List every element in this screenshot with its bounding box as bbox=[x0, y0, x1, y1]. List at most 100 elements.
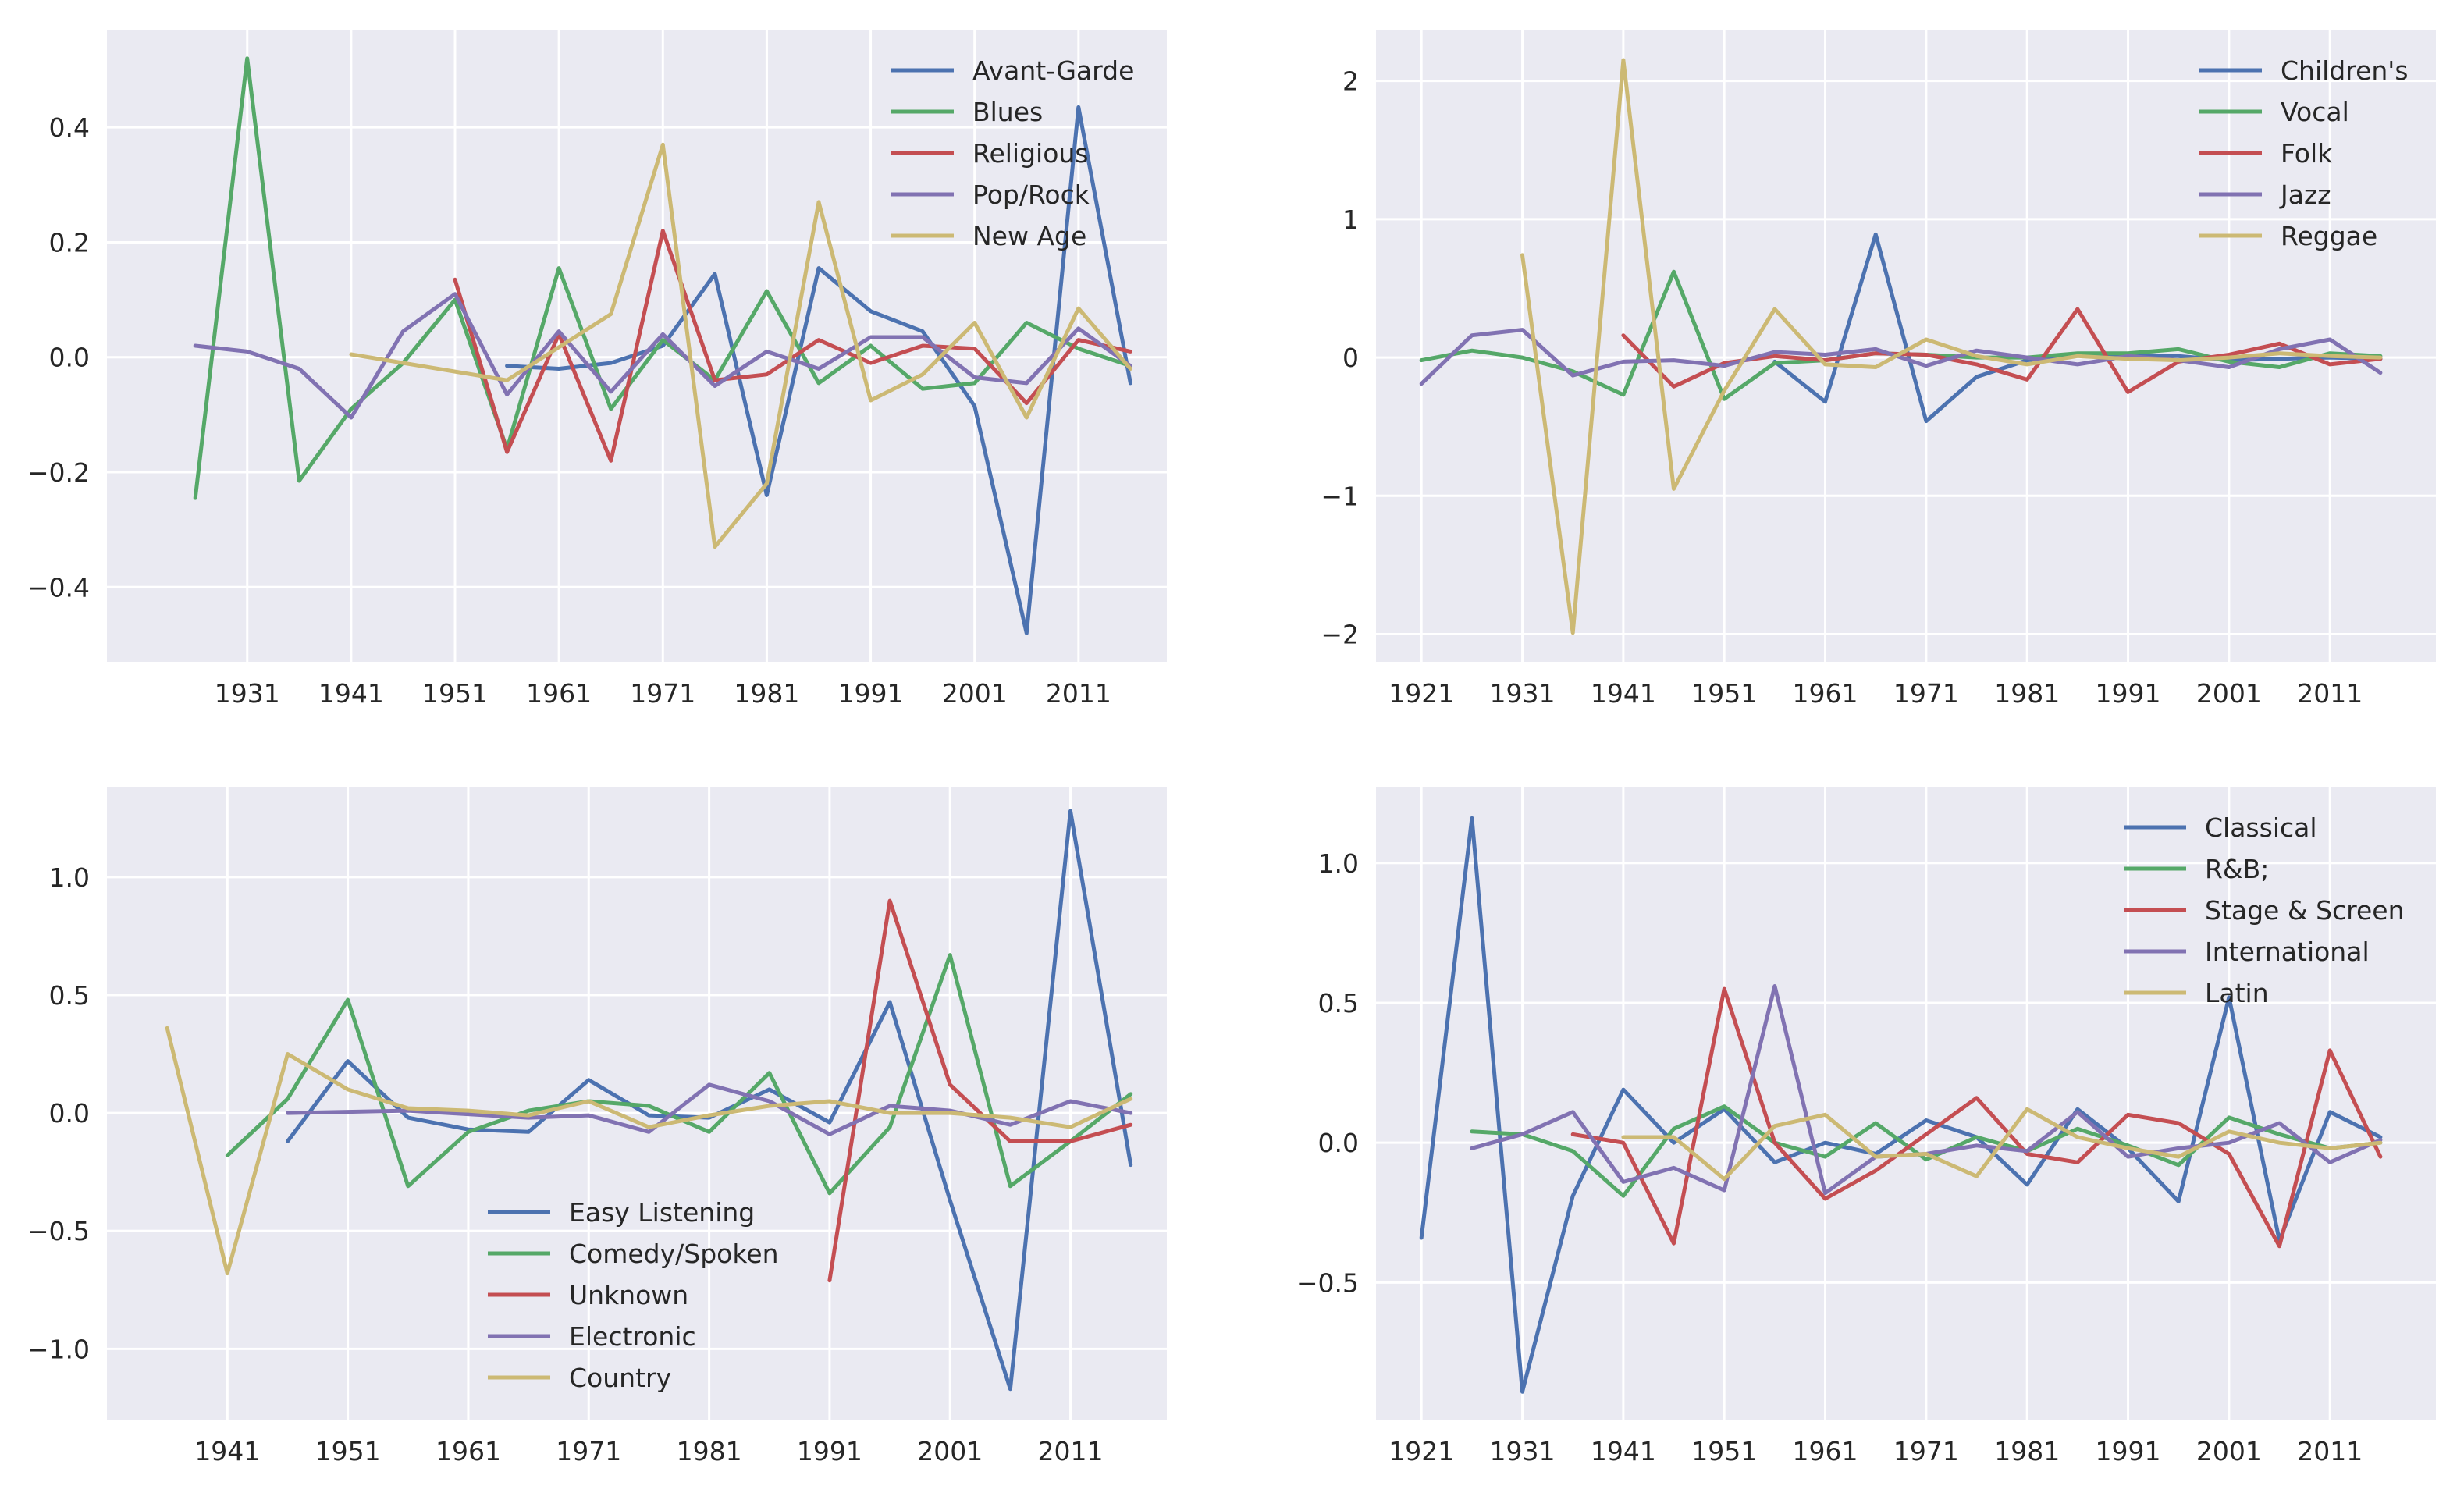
series-line-easy-listening bbox=[286, 809, 1133, 1392]
x-tick-label: 2001 bbox=[2196, 1436, 2262, 1466]
chart-panel-4: 1921 1931 1941 1951 1961 1971 1981 1991 2001 2011… bbox=[1296, 787, 2436, 1466]
series-line-religious bbox=[453, 229, 1132, 463]
x-tick-label: 1961 bbox=[526, 678, 592, 709]
chart-panel-2: 1921 1931 1941 1951 1961 1971 1981 1991 2001 2011… bbox=[1321, 30, 2436, 709]
legend-label: New Age bbox=[972, 221, 1086, 251]
x-tick-label: 2011 bbox=[1038, 1436, 1104, 1466]
series-line-avant-garde bbox=[505, 105, 1132, 635]
x-tick-label: 1951 bbox=[422, 678, 488, 709]
y-tick-label: 1 bbox=[1342, 204, 1359, 235]
y-tick-label: 0.0 bbox=[49, 343, 90, 373]
legend-label: Electronic bbox=[569, 1321, 696, 1352]
series-line-electronic bbox=[286, 1082, 1133, 1136]
x-tick-label: 1941 bbox=[1591, 1436, 1656, 1466]
x-tick-label: 1971 bbox=[1893, 1436, 1959, 1466]
x-tick-label: 1971 bbox=[630, 678, 695, 709]
x-tick-label: 1951 bbox=[1691, 678, 1757, 709]
legend-label: Folk bbox=[2281, 138, 2333, 169]
x-tick-label: 1921 bbox=[1388, 678, 1454, 709]
x-tick-label: 2001 bbox=[2196, 678, 2262, 709]
y-tick-label: −1 bbox=[1321, 481, 1359, 511]
x-tick-label: 2011 bbox=[1046, 678, 1111, 709]
legend-label: Reggae bbox=[2281, 221, 2377, 251]
y-tick-label: 0.0 bbox=[1318, 1128, 1359, 1158]
y-tick-label: 0 bbox=[1342, 343, 1359, 373]
x-tick-label: 1941 bbox=[194, 1436, 260, 1466]
x-tick-label: 1931 bbox=[1490, 1436, 1556, 1466]
legend-label: Unknown bbox=[569, 1280, 688, 1310]
series-line-classical bbox=[1419, 816, 2383, 1394]
legend: Classical R&B; Stage & Screen International… bbox=[2124, 812, 2405, 1008]
x-tick-label: 2011 bbox=[2297, 678, 2363, 709]
y-tick-label: 1.0 bbox=[49, 862, 90, 893]
y-tick-label: 0.5 bbox=[1318, 988, 1359, 1018]
x-tick-label: 1971 bbox=[556, 1436, 621, 1466]
plot-background bbox=[1376, 787, 2436, 1420]
y-tick-label: 0.0 bbox=[49, 1098, 90, 1129]
legend: Easy Listening Comedy/Spoken Unknown Electr… bbox=[488, 1197, 779, 1393]
legend-label: Pop/Rock bbox=[972, 180, 1090, 210]
x-tick-label: 1951 bbox=[315, 1436, 381, 1466]
legend-label: Children's bbox=[2281, 55, 2409, 86]
series-line-stage-screen bbox=[1570, 986, 2383, 1249]
x-tick-label: 1961 bbox=[1793, 678, 1858, 709]
x-tick-label: 1931 bbox=[1490, 678, 1556, 709]
series-line-jazz bbox=[1419, 328, 2383, 386]
series-line-comedy-spoken bbox=[225, 953, 1133, 1196]
x-tick-label: 1981 bbox=[1994, 1436, 2060, 1466]
series-line-new-age bbox=[349, 142, 1132, 549]
x-tick-label: 1941 bbox=[1591, 678, 1656, 709]
x-tick-label: 1991 bbox=[2096, 1436, 2161, 1466]
x-tick-label: 2011 bbox=[2297, 1436, 2363, 1466]
x-tick-label: 1971 bbox=[1893, 678, 1959, 709]
x-tick-label: 1981 bbox=[677, 1436, 742, 1466]
y-tick-label: −0.4 bbox=[27, 572, 90, 603]
legend-label: Jazz bbox=[2279, 180, 2331, 210]
x-tick-label: 1921 bbox=[1388, 1436, 1454, 1466]
legend-label: Latin bbox=[2205, 978, 2269, 1008]
legend: Avant-Garde Blues Religious Pop/Rock New Age bbox=[891, 55, 1134, 251]
x-tick-label: 1941 bbox=[318, 678, 384, 709]
y-tick-label: −0.5 bbox=[27, 1216, 90, 1246]
x-tick-label: 1981 bbox=[734, 678, 799, 709]
legend-label: Comedy/Spoken bbox=[569, 1239, 779, 1269]
x-tick-label: 2001 bbox=[942, 678, 1008, 709]
x-tick-label: 1981 bbox=[1994, 678, 2060, 709]
legend-label: Blues bbox=[972, 97, 1043, 127]
y-tick-label: −2 bbox=[1321, 620, 1359, 650]
legend-label: R&B; bbox=[2205, 854, 2269, 884]
x-tick-label: 1991 bbox=[2096, 678, 2161, 709]
x-tick-label: 1951 bbox=[1691, 1436, 1757, 1466]
legend-label: Country bbox=[569, 1363, 671, 1393]
chart-panel-3: 1941 1951 1961 1971 1981 1991 2001 2011 −1.0 −0.5… bbox=[27, 787, 1167, 1466]
legend-label: International bbox=[2205, 937, 2370, 967]
y-tick-label: 1.0 bbox=[1318, 848, 1359, 879]
y-tick-label: 0.4 bbox=[49, 112, 90, 143]
y-tick-label: −0.2 bbox=[27, 457, 90, 488]
y-tick-label: 0.5 bbox=[49, 980, 90, 1011]
x-tick-label: 2001 bbox=[917, 1436, 983, 1466]
x-tick-label: 1961 bbox=[436, 1436, 501, 1466]
y-tick-label: 2 bbox=[1342, 66, 1359, 97]
y-tick-label: 0.2 bbox=[49, 227, 90, 258]
y-tick-label: −1.0 bbox=[27, 1334, 90, 1364]
chart-panel-1: 1931 1941 1951 1961 1971 1981 1991 2001 2011 −0.4… bbox=[27, 30, 1167, 709]
legend-label: Classical bbox=[2205, 812, 2317, 843]
x-tick-label: 1961 bbox=[1793, 1436, 1858, 1466]
x-tick-label: 1991 bbox=[797, 1436, 862, 1466]
legend-label: Easy Listening bbox=[569, 1197, 755, 1228]
x-tick-label: 1991 bbox=[838, 678, 904, 709]
series-line-r-b bbox=[1470, 1104, 2383, 1198]
legend-label: Avant-Garde bbox=[972, 55, 1134, 86]
legend-label: Stage & Screen bbox=[2205, 895, 2405, 926]
legend-label: Vocal bbox=[2281, 97, 2349, 127]
series-line-latin bbox=[1621, 1107, 2383, 1182]
series-line-unknown bbox=[827, 898, 1133, 1283]
legend: Children's Vocal Folk Jazz Reggae bbox=[2199, 55, 2409, 251]
x-tick-label: 1931 bbox=[215, 678, 280, 709]
series-line-reggae bbox=[1520, 58, 2383, 635]
y-tick-label: −0.5 bbox=[1296, 1267, 1359, 1298]
legend-label: Religious bbox=[972, 138, 1089, 169]
series-line-country bbox=[165, 1026, 1133, 1276]
